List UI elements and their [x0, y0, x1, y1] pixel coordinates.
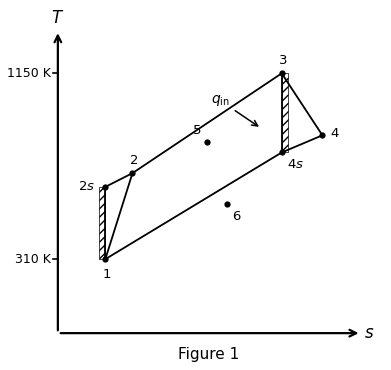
Text: Figure 1: Figure 1 [178, 347, 239, 362]
Text: $q_\mathrm{in}$: $q_\mathrm{in}$ [211, 93, 258, 126]
Text: 2$s$: 2$s$ [78, 181, 95, 194]
Text: 4: 4 [330, 127, 339, 140]
FancyBboxPatch shape [99, 187, 105, 259]
Text: s: s [365, 324, 373, 342]
Text: 1: 1 [103, 268, 111, 281]
Text: T: T [51, 9, 61, 27]
Text: 4$s$: 4$s$ [287, 158, 304, 171]
Text: 3: 3 [279, 54, 288, 67]
Text: 1150 K: 1150 K [7, 67, 51, 80]
Text: 5: 5 [193, 124, 202, 137]
FancyBboxPatch shape [282, 73, 288, 152]
Text: 310 K: 310 K [15, 253, 51, 266]
Text: 2: 2 [130, 154, 138, 166]
Text: 6: 6 [232, 210, 240, 223]
